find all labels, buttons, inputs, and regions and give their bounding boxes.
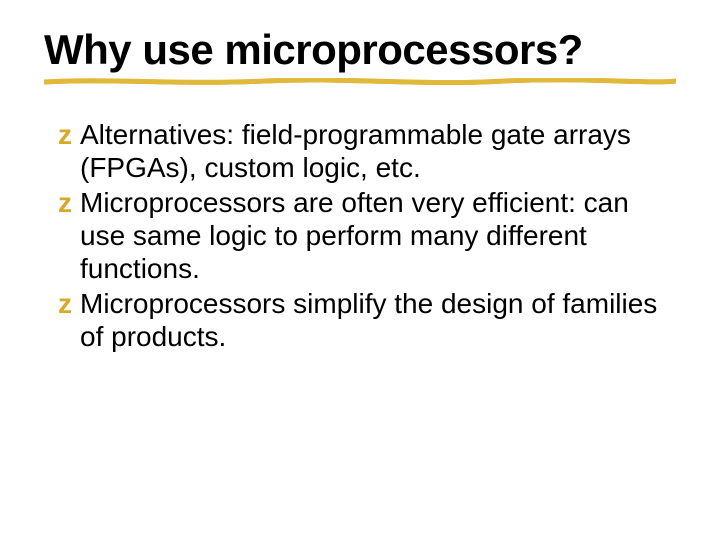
slide-title: Why use microprocessors? — [44, 28, 676, 72]
list-item: z Microprocessors are often very efficie… — [58, 186, 676, 285]
bullet-text: Microprocessors are often very efficient… — [80, 186, 676, 285]
title-underline — [44, 78, 676, 88]
list-item: z Alternatives: field-programmable gate … — [58, 118, 676, 184]
list-item: z Microprocessors simplify the design of… — [58, 287, 676, 353]
bullet-list: z Alternatives: field-programmable gate … — [44, 118, 676, 353]
title-area: Why use microprocessors? — [44, 28, 676, 72]
bullet-icon: z — [58, 287, 80, 321]
bullet-icon: z — [58, 186, 80, 220]
underline-svg — [44, 78, 676, 88]
bullet-icon: z — [58, 118, 80, 152]
bullet-text: Microprocessors simplify the design of f… — [80, 287, 676, 353]
bullet-text: Alternatives: field-programmable gate ar… — [80, 118, 676, 184]
slide: Why use microprocessors? z Alternatives:… — [0, 0, 720, 540]
